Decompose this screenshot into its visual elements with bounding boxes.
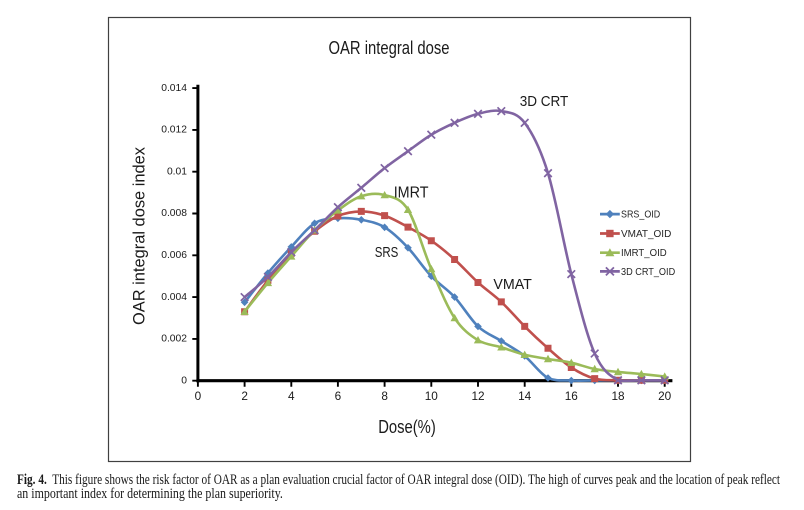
svg-text:16: 16 [565, 389, 579, 403]
svg-text:12: 12 [471, 389, 484, 403]
svg-text:SRS: SRS [375, 244, 399, 261]
svg-text:20: 20 [658, 389, 672, 403]
svg-text:0.014: 0.014 [161, 83, 187, 94]
svg-text:8: 8 [381, 389, 388, 403]
svg-text:0.008: 0.008 [161, 208, 187, 219]
svg-text:0: 0 [181, 375, 187, 386]
svg-text:OAR integral dose index: OAR integral dose index [129, 147, 148, 325]
svg-text:3D CRT_OID: 3D CRT_OID [621, 267, 675, 278]
svg-text:IMRT: IMRT [394, 185, 429, 202]
svg-text:VMAT_OID: VMAT_OID [621, 229, 671, 240]
svg-text:0.002: 0.002 [161, 334, 187, 345]
svg-text:14: 14 [518, 389, 532, 403]
svg-text:IMRT_OID: IMRT_OID [621, 248, 667, 259]
svg-text:4: 4 [288, 389, 295, 403]
svg-text:OAR integral dose: OAR integral dose [329, 38, 450, 58]
svg-text:0.004: 0.004 [161, 292, 187, 303]
svg-text:10: 10 [425, 389, 439, 403]
svg-text:0.012: 0.012 [161, 125, 187, 136]
svg-text:2: 2 [241, 389, 248, 403]
svg-text:0.01: 0.01 [167, 166, 187, 177]
svg-text:0: 0 [195, 389, 202, 403]
svg-text:6: 6 [335, 389, 342, 403]
svg-text:3D CRT: 3D CRT [520, 93, 569, 110]
svg-text:SRS_OID: SRS_OID [621, 210, 660, 221]
svg-text:VMAT: VMAT [493, 276, 532, 293]
svg-text:0.006: 0.006 [161, 250, 187, 261]
svg-text:Dose(%): Dose(%) [378, 417, 436, 437]
svg-text:18: 18 [611, 389, 625, 403]
